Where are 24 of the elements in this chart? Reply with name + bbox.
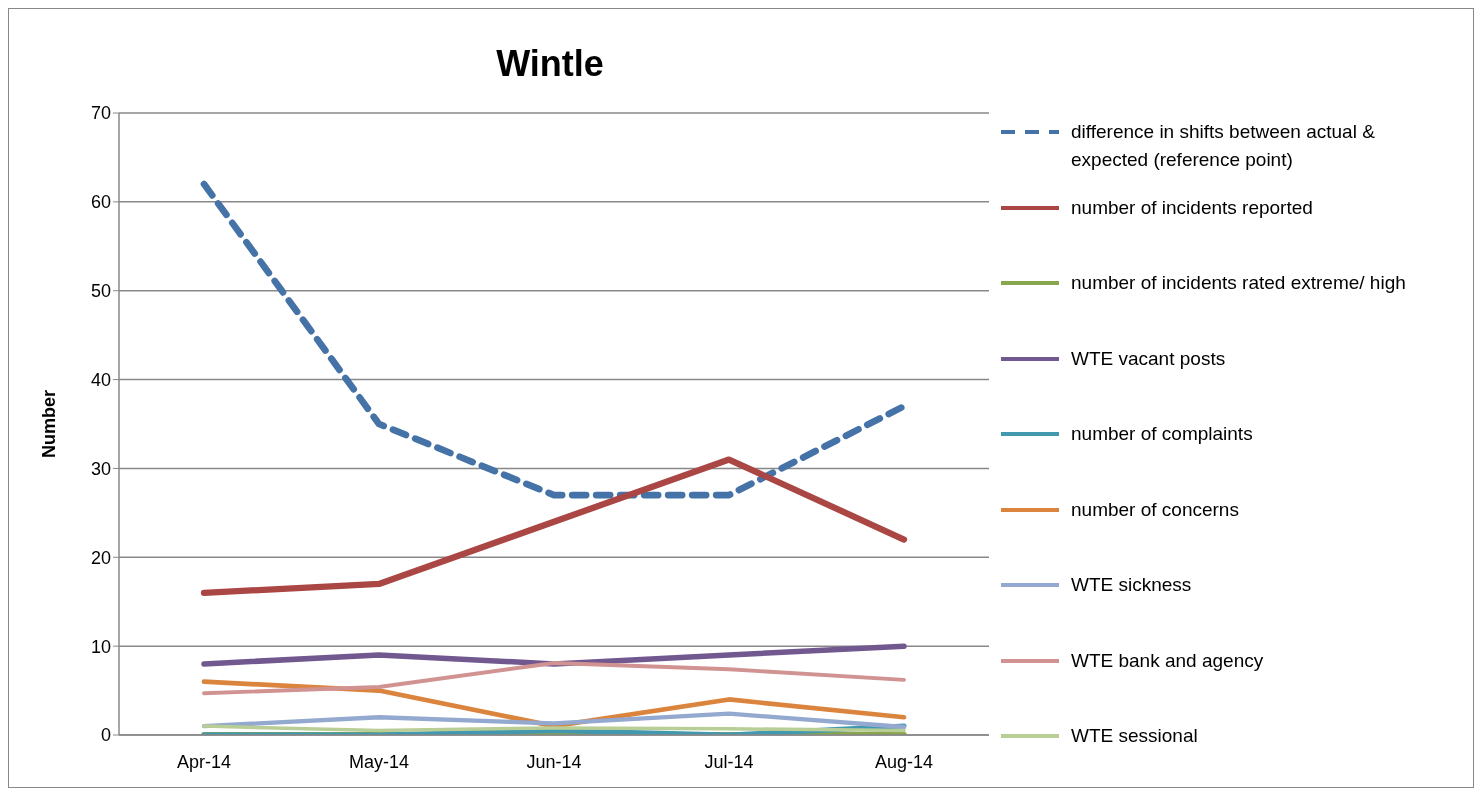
x-tick-label: Jul-14: [704, 751, 754, 772]
legend-label: difference in shifts between actual & expected (reference point): [1071, 120, 1376, 172]
y-tick-label: 70: [90, 103, 111, 124]
legend-label: number of incidents rated extreme/ high: [1071, 271, 1406, 295]
legend-label: number of complaints: [1071, 422, 1253, 446]
legend-label: WTE vacant posts: [1071, 346, 1226, 371]
y-tick-label: 10: [90, 636, 111, 657]
x-tick-label: Apr-14: [176, 751, 232, 772]
legend-label: number of incidents reported: [1071, 195, 1313, 220]
y-tick-label: 60: [90, 192, 111, 213]
y-tick-label: 50: [90, 281, 111, 302]
legend-label: WTE bank and agency: [1071, 648, 1264, 673]
chart-title: Wintle: [495, 43, 605, 85]
y-axis-title: Number: [39, 389, 60, 459]
legend-label: WTE sessional: [1071, 724, 1198, 748]
y-tick-label: 30: [90, 458, 111, 479]
x-tick-label: May-14: [348, 751, 410, 772]
y-tick-label: 40: [90, 369, 111, 390]
legend-label: WTE sickness: [1071, 573, 1192, 597]
x-tick-label: Aug-14: [874, 751, 934, 772]
y-tick-label: 0: [100, 725, 111, 746]
legend-label: number of concerns: [1071, 497, 1239, 522]
y-tick-label: 20: [90, 547, 111, 568]
x-tick-label: Jun-14: [526, 751, 582, 772]
